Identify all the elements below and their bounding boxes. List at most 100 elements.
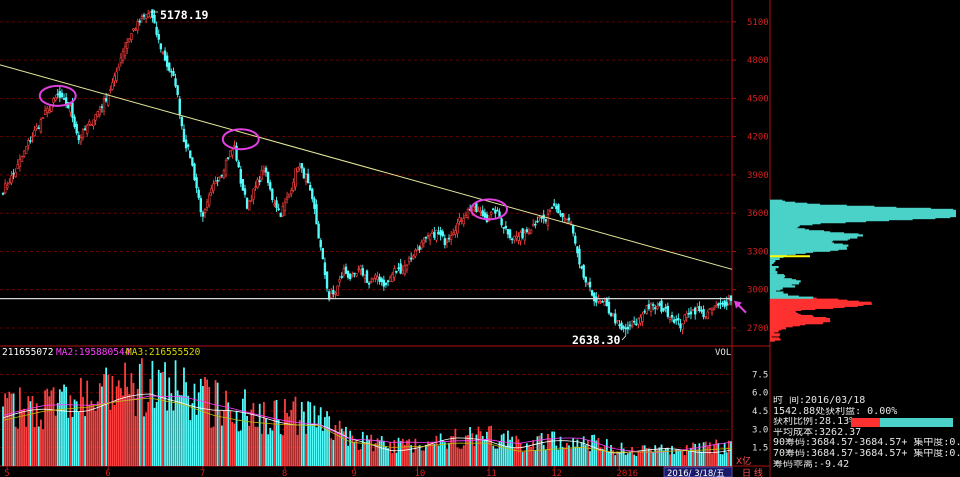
timeframe-label[interactable]: 日 线 <box>742 467 763 477</box>
volume-bar <box>608 452 610 466</box>
volume-bar <box>82 396 84 466</box>
volume-bar <box>397 437 400 466</box>
candle-body <box>696 307 699 312</box>
volume-bar <box>58 389 61 466</box>
candle-body <box>102 98 106 112</box>
volume-bar <box>576 439 579 466</box>
chart-texts: 5678910111220162 <box>4 466 681 477</box>
volume-bar <box>650 448 652 466</box>
candle-body <box>588 281 592 288</box>
volume-bar <box>12 393 15 466</box>
candle-body <box>397 267 400 270</box>
volume-bar <box>427 441 429 466</box>
candle-body <box>582 264 585 278</box>
candle-body <box>437 231 440 235</box>
candle-body <box>727 299 731 305</box>
candle-body <box>121 51 125 61</box>
candle-body <box>517 236 520 241</box>
volume-bar <box>54 415 57 466</box>
candle-body <box>540 217 543 219</box>
candle-body <box>250 200 253 202</box>
candle-body <box>586 283 590 285</box>
candle-body <box>8 182 11 185</box>
candle-body <box>460 220 463 222</box>
candle-body <box>20 156 24 163</box>
candle-body <box>574 235 577 244</box>
candle-body <box>428 235 432 241</box>
volume-bar <box>719 454 722 466</box>
candle-body <box>193 163 196 181</box>
x-tick-label: 2016 <box>616 469 638 477</box>
volume-bar <box>589 451 591 466</box>
volume-bar <box>683 455 686 466</box>
candle-body <box>10 175 13 184</box>
candle-body <box>113 75 116 82</box>
volume-bars <box>2 358 732 466</box>
candle-body <box>479 211 482 213</box>
volume-bar <box>616 451 619 466</box>
volume-bar <box>25 426 28 466</box>
candle-body <box>445 240 449 243</box>
volume-bar <box>92 404 95 466</box>
candle-body <box>197 189 200 198</box>
candle-body <box>719 302 722 305</box>
volume-bar <box>473 445 476 466</box>
volume-bar <box>115 386 118 466</box>
volume-bar <box>128 393 131 466</box>
volume-bar <box>345 426 347 466</box>
chip-bar <box>770 273 778 276</box>
candle-body <box>473 205 476 208</box>
candle-body <box>616 320 619 322</box>
volume-bar <box>530 446 532 466</box>
volume-bar <box>309 402 312 466</box>
volume-bar <box>134 416 137 466</box>
volume-bar <box>218 410 221 466</box>
volume-bar <box>431 442 434 466</box>
candle-body <box>672 319 676 323</box>
volume-bar <box>27 396 30 466</box>
candle-body <box>704 316 707 318</box>
volume-bar <box>35 403 38 466</box>
price-tick-label: 3600 <box>747 209 769 219</box>
volume-tick-label: 4.5 <box>752 407 768 417</box>
candle-body <box>309 184 312 191</box>
volume-bar <box>311 423 314 466</box>
volume-bar <box>540 433 543 466</box>
volume-bar <box>155 402 158 466</box>
volume-bar <box>376 438 379 466</box>
candle-body <box>395 270 398 273</box>
candle-body <box>273 203 276 206</box>
volume-bar <box>673 454 676 466</box>
volume-bar <box>101 386 103 466</box>
candle-body <box>277 208 280 211</box>
volume-bar <box>33 427 36 466</box>
volume-bar <box>464 435 467 466</box>
volume-bar <box>582 436 585 466</box>
volume-bar <box>526 443 528 466</box>
info-line-profit-at: 1542.88处获利盘: 0.00% <box>773 406 898 417</box>
candle-body <box>48 110 51 114</box>
volume-bar <box>490 425 493 466</box>
volume-bar <box>273 400 276 466</box>
candle-body <box>296 167 299 172</box>
candle-body <box>515 236 518 239</box>
candle-body <box>153 15 156 24</box>
candle-body <box>199 198 202 212</box>
volume-bar <box>692 442 694 466</box>
candle-body <box>14 172 17 178</box>
candle-body <box>151 9 154 19</box>
price-tick-label: 3900 <box>747 171 769 181</box>
volume-bar <box>410 445 413 466</box>
volume-bar <box>317 415 320 466</box>
volume-bar <box>52 387 55 466</box>
volume-bar <box>21 409 23 466</box>
volume-bar <box>321 430 324 466</box>
candle-body <box>452 232 455 236</box>
x-tick-label: 12 <box>551 469 562 477</box>
volume-bar <box>483 439 486 466</box>
volume-bar <box>403 444 406 466</box>
volume-bar <box>656 448 659 466</box>
candle-body <box>56 93 59 96</box>
volume-bar <box>44 390 47 466</box>
volume-bar <box>98 383 101 466</box>
